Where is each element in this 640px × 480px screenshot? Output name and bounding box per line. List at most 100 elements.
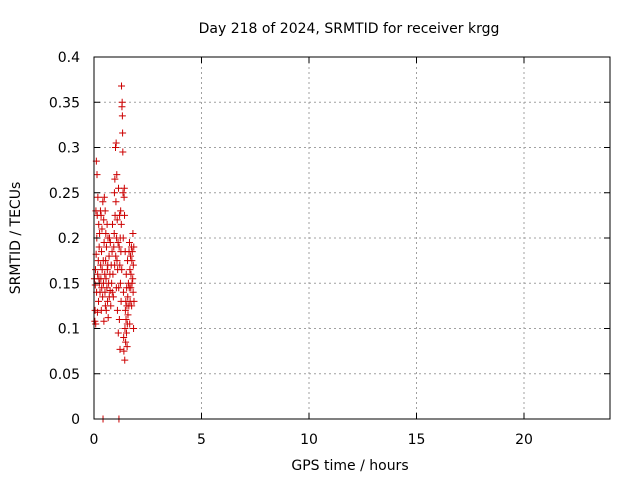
x-axis-label: GPS time / hours <box>291 458 408 474</box>
data-point <box>124 311 132 319</box>
data-point <box>95 243 103 251</box>
data-point <box>98 225 106 233</box>
x-tick-label: 10 <box>300 432 318 448</box>
y-axis-label: SRMTID / TECUs <box>8 182 24 295</box>
data-point <box>119 234 127 242</box>
data-point <box>107 302 115 310</box>
data-point <box>128 302 136 310</box>
x-tick-label: 15 <box>408 432 426 448</box>
data-point <box>129 261 137 269</box>
data-point <box>114 239 122 247</box>
y-tick-label: 0.25 <box>49 186 80 202</box>
data-point <box>129 275 137 283</box>
data-point <box>105 252 113 260</box>
data-point <box>116 345 124 353</box>
data-point <box>118 98 126 106</box>
data-point <box>116 279 124 287</box>
data-point <box>130 243 138 251</box>
data-point <box>130 297 138 305</box>
data-point <box>108 279 116 287</box>
data-point <box>106 239 114 247</box>
data-point <box>119 148 127 156</box>
data-point <box>95 297 103 305</box>
y-tick-label: 0.35 <box>49 95 80 111</box>
data-point <box>122 329 130 337</box>
data-point <box>99 293 107 301</box>
x-tick-label: 20 <box>515 432 533 448</box>
data-point <box>127 252 135 260</box>
data-point <box>111 175 119 183</box>
data-point <box>121 356 129 364</box>
data-point <box>104 297 112 305</box>
data-point <box>125 239 133 247</box>
data-point <box>116 261 124 269</box>
data-point <box>121 325 129 332</box>
data-point <box>109 293 117 301</box>
data-point <box>115 315 123 323</box>
data-point <box>122 338 130 346</box>
data-point <box>104 314 112 322</box>
data-point <box>93 308 101 316</box>
data-point <box>113 257 121 265</box>
axis-ticks <box>93 56 610 420</box>
data-point <box>100 193 108 201</box>
data-point <box>128 257 136 265</box>
data-point <box>112 144 119 151</box>
data-point <box>94 193 102 201</box>
data-point <box>110 229 118 237</box>
data-point <box>100 239 108 247</box>
data-point <box>109 270 117 278</box>
data-point <box>119 288 127 296</box>
data-point <box>121 306 129 314</box>
data-point <box>113 306 121 314</box>
y-tick-label: 0.15 <box>49 276 80 292</box>
data-point <box>112 139 120 147</box>
y-tick-labels: 0 0.05 0.1 0.15 0.2 0.25 0.3 0.35 0.4 <box>49 50 80 428</box>
x-tick-label: 5 <box>197 432 206 448</box>
data-point <box>93 171 101 179</box>
data-point <box>92 266 100 274</box>
data-point <box>112 198 120 206</box>
data-points <box>90 82 138 423</box>
y-tick-label: 0 <box>71 412 80 428</box>
data-point <box>128 248 136 256</box>
y-tick-label: 0.1 <box>58 322 80 338</box>
data-point <box>108 288 116 296</box>
data-point <box>127 270 135 278</box>
data-point <box>102 275 110 283</box>
data-point <box>95 220 103 228</box>
data-point <box>110 189 118 197</box>
data-point <box>120 184 128 192</box>
data-point <box>108 248 116 256</box>
plot-frame <box>93 56 611 420</box>
data-point <box>115 284 123 292</box>
data-point <box>118 266 126 274</box>
data-point <box>114 329 122 337</box>
data-point <box>108 220 116 228</box>
data-point <box>102 229 110 237</box>
data-point <box>101 207 109 215</box>
data-point <box>130 325 138 332</box>
data-point <box>120 193 128 201</box>
data-point <box>118 112 126 120</box>
data-point <box>120 334 128 342</box>
data-point <box>119 189 127 197</box>
data-point <box>124 293 132 301</box>
data-point <box>99 198 107 206</box>
data-point <box>121 211 129 219</box>
data-point <box>122 315 130 323</box>
chart-title: Day 218 of 2024, SRMTID for receiver krg… <box>199 21 500 37</box>
data-point <box>127 284 135 292</box>
data-point <box>113 171 121 179</box>
data-point <box>118 82 126 90</box>
data-point <box>98 248 106 256</box>
data-point <box>97 211 105 219</box>
data-point <box>97 261 105 269</box>
x-tick-labels: 0 5 10 15 20 <box>90 432 533 448</box>
data-point <box>123 343 131 351</box>
x-tick-label: 0 <box>90 432 99 448</box>
data-point <box>102 306 110 314</box>
data-point <box>94 270 102 278</box>
data-point <box>112 252 120 260</box>
